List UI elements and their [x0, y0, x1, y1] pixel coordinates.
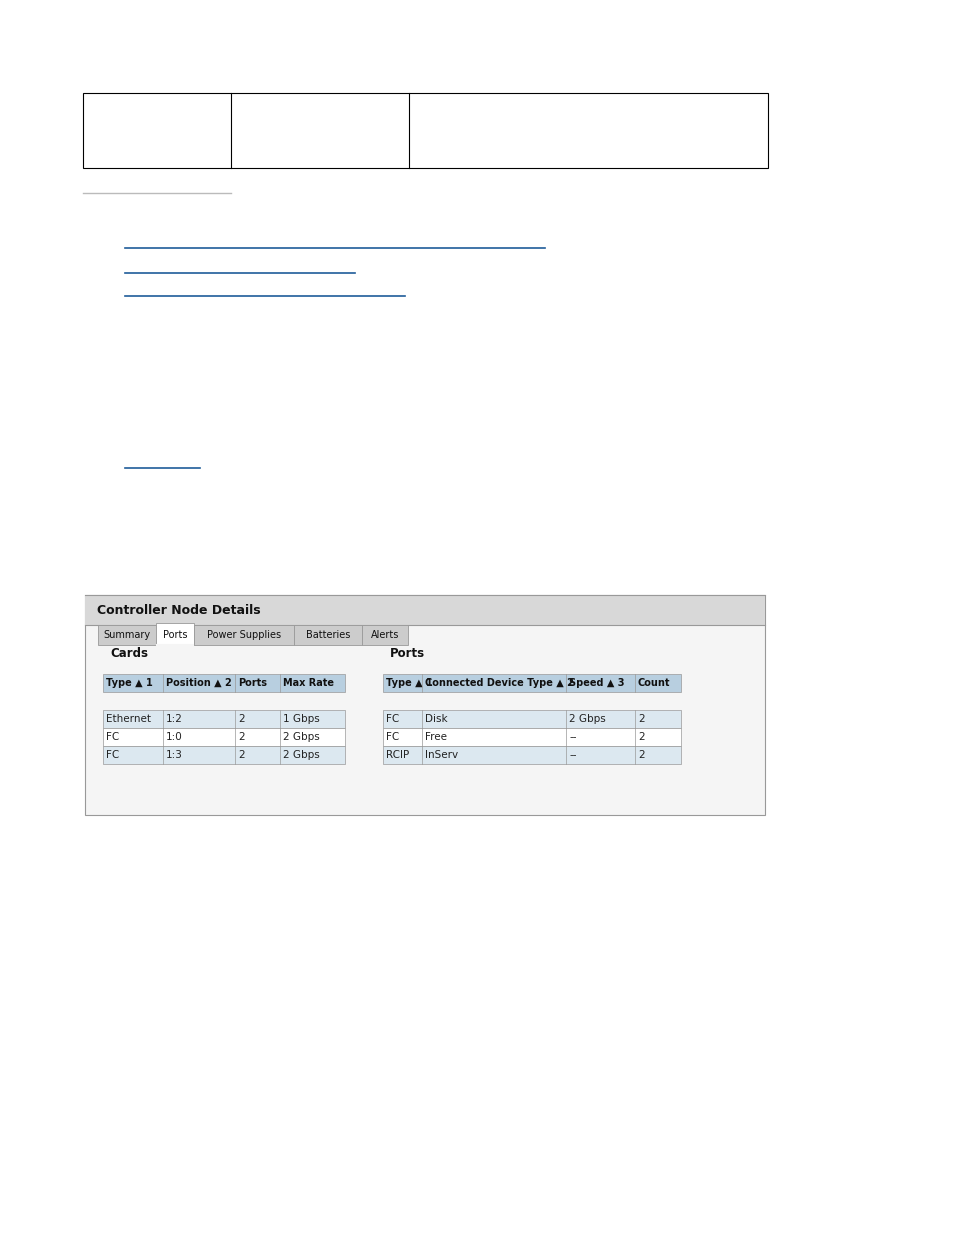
Text: Alerts: Alerts [371, 630, 398, 640]
Text: 2: 2 [638, 750, 644, 760]
Bar [361, 625, 408, 645]
Text: 2 Gbps: 2 Gbps [283, 732, 319, 742]
Text: Ethernet: Ethernet [106, 714, 151, 724]
Text: 2: 2 [237, 714, 244, 724]
Bar [193, 625, 294, 645]
Text: 1 Gbps: 1 Gbps [283, 714, 319, 724]
Text: FC: FC [386, 732, 399, 742]
Text: Power Supplies: Power Supplies [207, 630, 281, 640]
Text: 2: 2 [638, 714, 644, 724]
Text: 1:2: 1:2 [166, 714, 183, 724]
Text: Summary: Summary [103, 630, 151, 640]
Bar [156, 622, 193, 645]
Bar [382, 674, 680, 692]
Bar [382, 727, 680, 746]
Text: Speed ▲ 3: Speed ▲ 3 [568, 678, 624, 688]
Text: 1:0: 1:0 [166, 732, 183, 742]
Text: Connected Device Type ▲ 2: Connected Device Type ▲ 2 [424, 678, 574, 688]
Bar [98, 625, 156, 645]
Text: Cards: Cards [110, 647, 148, 659]
Text: Ports: Ports [390, 647, 425, 659]
Text: --: -- [568, 732, 576, 742]
Bar [103, 727, 345, 746]
Bar [103, 710, 345, 727]
Text: InServ: InServ [424, 750, 457, 760]
Text: 2 Gbps: 2 Gbps [568, 714, 605, 724]
Text: Type ▲ 1: Type ▲ 1 [106, 678, 152, 688]
Bar [85, 595, 764, 815]
Text: Batteries: Batteries [306, 630, 350, 640]
Text: Ports: Ports [237, 678, 267, 688]
Bar [103, 746, 345, 764]
Text: Disk: Disk [424, 714, 447, 724]
Text: Ports: Ports [163, 630, 187, 640]
Bar [294, 625, 361, 645]
Text: Free: Free [424, 732, 447, 742]
Text: RCIP: RCIP [386, 750, 409, 760]
Text: 2: 2 [237, 750, 244, 760]
Bar [382, 746, 680, 764]
Text: --: -- [568, 750, 576, 760]
Text: FC: FC [106, 732, 119, 742]
Text: FC: FC [106, 750, 119, 760]
Bar [83, 93, 767, 168]
Text: Controller Node Details: Controller Node Details [97, 604, 260, 616]
Text: Type ▲ 1: Type ▲ 1 [386, 678, 433, 688]
Text: 2: 2 [237, 732, 244, 742]
Text: 2 Gbps: 2 Gbps [283, 750, 319, 760]
Text: Count: Count [638, 678, 670, 688]
Bar [85, 595, 764, 625]
Bar [103, 674, 345, 692]
Text: FC: FC [386, 714, 399, 724]
Text: 2: 2 [638, 732, 644, 742]
Text: Position ▲ 2: Position ▲ 2 [166, 678, 232, 688]
Text: 1:3: 1:3 [166, 750, 183, 760]
Text: Max Rate: Max Rate [283, 678, 334, 688]
Bar [382, 710, 680, 727]
